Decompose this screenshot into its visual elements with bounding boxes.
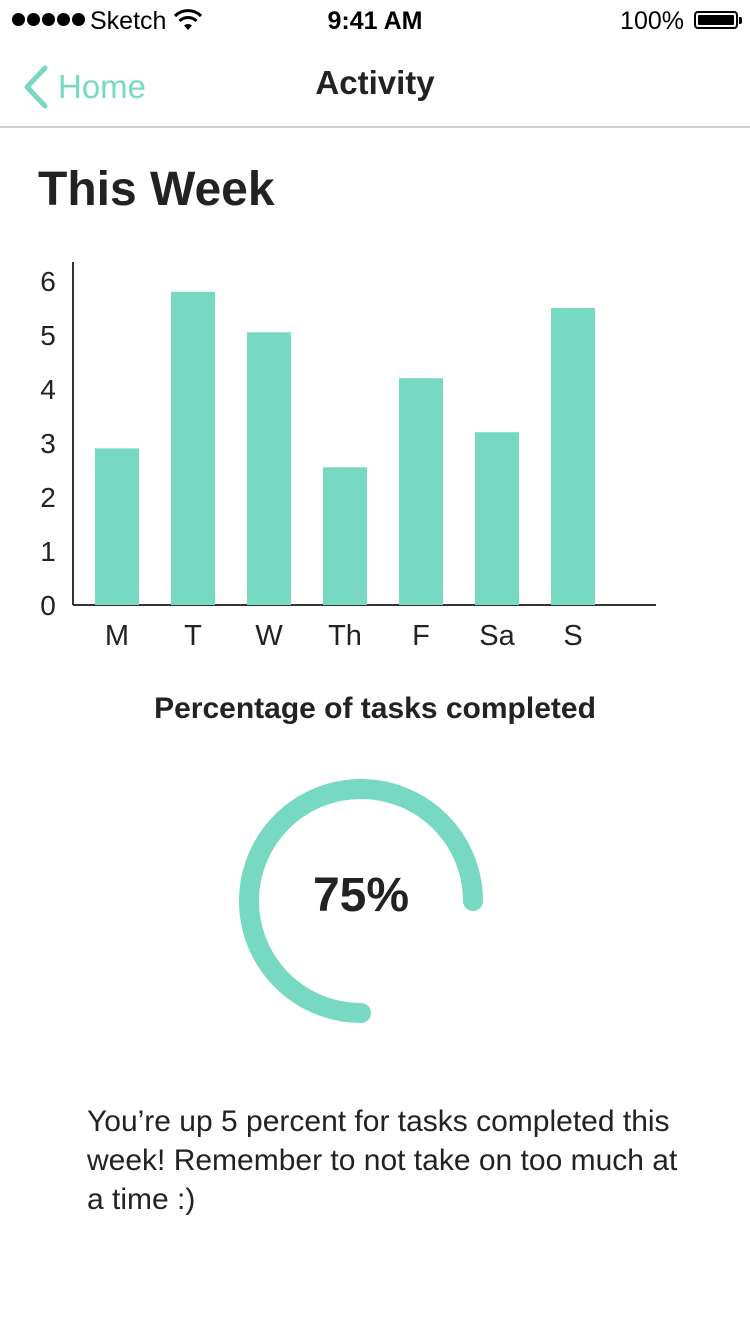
y-tick-label: 6 — [40, 266, 56, 297]
y-tick-label: 5 — [40, 320, 56, 351]
y-tick-label: 4 — [40, 374, 56, 405]
page-title: Activity — [315, 64, 435, 101]
carrier-label: Sketch — [90, 7, 167, 35]
completion-gauge — [239, 779, 483, 1023]
completion-value: 75% — [312, 869, 410, 922]
y-tick-label: 0 — [40, 590, 56, 621]
encouragement-message: You’re up 5 percent for tasks completed … — [87, 1105, 678, 1216]
y-tick-label: 2 — [40, 482, 56, 513]
x-tick-label: F — [412, 620, 430, 652]
signal-dots-icon — [12, 13, 85, 26]
x-tick-label: Th — [328, 620, 362, 652]
bar-Sa — [475, 432, 519, 605]
status-bar: Sketch 9:41 AM 100% — [0, 0, 750, 40]
bar-M — [95, 448, 139, 605]
completion-caption: Percentage of tasks completed — [154, 692, 596, 725]
bar-Th — [323, 467, 367, 605]
weekly-bar-chart: 0 1 2 3 4 5 6 M T W Th F Sa S — [40, 262, 656, 652]
back-button-label: Home — [58, 68, 147, 105]
chevron-left-icon — [24, 65, 48, 109]
x-tick-label: M — [105, 620, 129, 652]
y-tick-label: 1 — [40, 536, 56, 567]
section-title: This Week — [38, 163, 275, 216]
battery-icon — [694, 11, 742, 29]
back-button[interactable]: Home — [20, 64, 146, 110]
bar-T — [171, 291, 215, 605]
x-tick-label: S — [563, 620, 582, 652]
bar-F — [399, 378, 443, 605]
wifi-icon — [173, 9, 203, 30]
bar-W — [247, 332, 291, 605]
x-tick-label: T — [184, 620, 202, 652]
battery-percentage: 100% — [620, 7, 684, 35]
bar-S — [551, 308, 595, 605]
y-tick-label: 3 — [40, 428, 56, 459]
x-tick-label: Sa — [479, 620, 515, 652]
navigation-bar: Home Activity — [0, 40, 750, 128]
x-tick-label: W — [255, 620, 283, 652]
completion-arc — [239, 779, 483, 1023]
status-time: 9:41 AM — [327, 7, 423, 35]
